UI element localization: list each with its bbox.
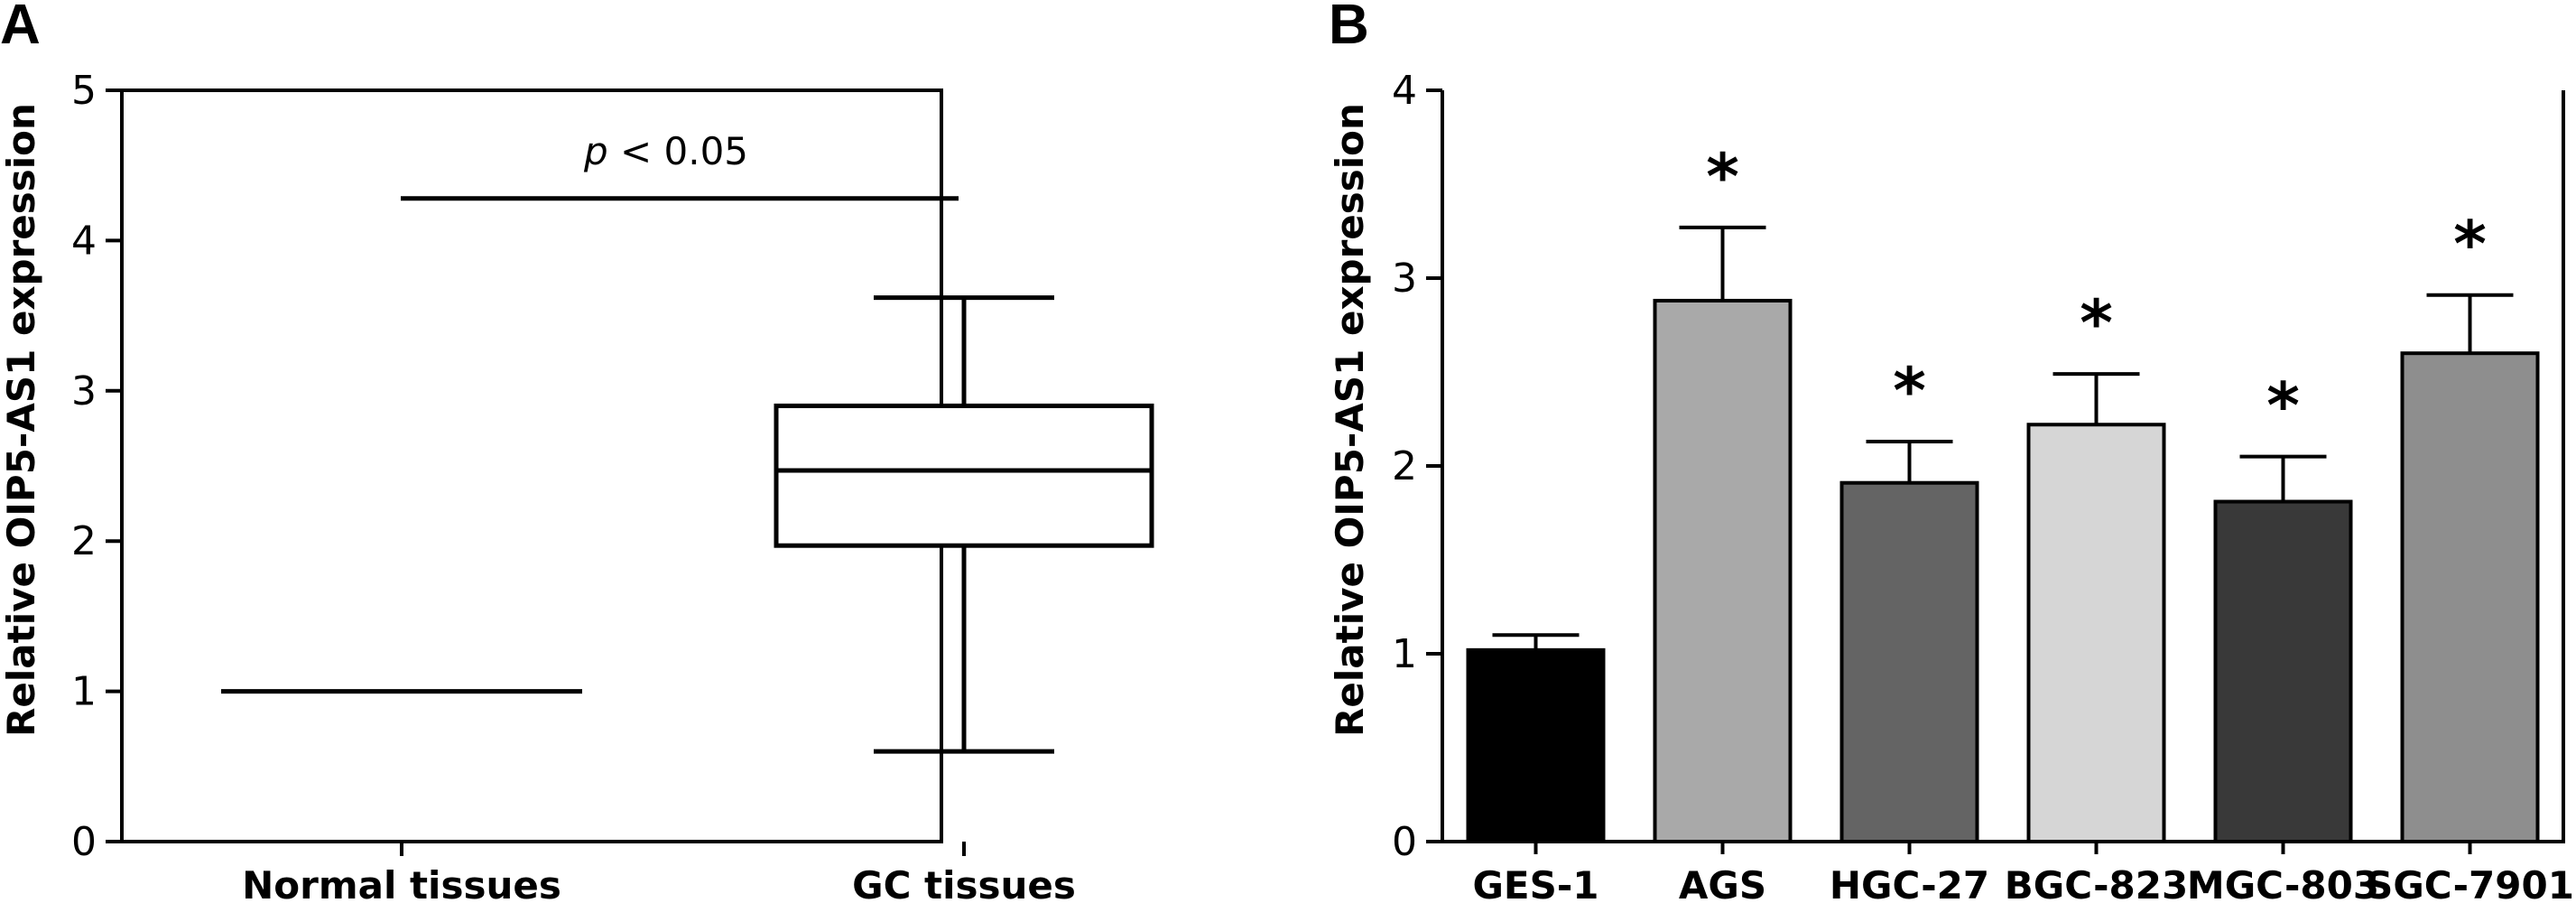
- significance-star: *: [2080, 286, 2113, 360]
- panel-b-y-axis-label: Relative OIP5-AS1 expression: [1328, 103, 1372, 737]
- panel-b-category-label: GES-1: [1472, 863, 1598, 903]
- p-value-label: p < 0.05: [583, 129, 748, 173]
- significance-star: *: [2453, 208, 2487, 282]
- bar-rect: [1839, 480, 1979, 843]
- panel-b-letter: B: [1329, 0, 1369, 56]
- panel-a-y-axis-label: Relative OIP5-AS1 expression: [0, 103, 43, 737]
- panel-b-y-ticks: 0 1 2 3 4: [1392, 68, 1442, 865]
- bar-sgc-7901: *: [2400, 208, 2540, 843]
- significance-star: *: [2266, 369, 2300, 443]
- panel-b-category-label: BGC-823: [2005, 863, 2188, 903]
- panel-a-boxes: [221, 295, 1154, 754]
- panel-a: A Relative OIP5-AS1 expression 0 1 2 3 4 5 No…: [0, 0, 1154, 903]
- panel-b-y-tick-label: 0: [1392, 819, 1417, 865]
- bar-hgc-27: *: [1839, 354, 1979, 843]
- bar-mgc-803: *: [2213, 369, 2353, 844]
- p-threshold: < 0.05: [608, 129, 748, 173]
- panel-a-letter: A: [0, 0, 41, 56]
- panel-a-category-label: Normal tissues: [242, 863, 561, 903]
- box-gc-tissues: [774, 295, 1154, 754]
- panel-b-category-label: HGC-27: [1830, 863, 1989, 903]
- panel-b-y-tick-label: 2: [1392, 443, 1417, 489]
- bar-ags: *: [1653, 140, 1793, 843]
- panel-a-y-ticks: 0 1 2 3 4 5: [71, 68, 122, 865]
- panel-a-y-tick-label: 3: [71, 368, 97, 414]
- panel-a-category-labels: Normal tissues GC tissues: [242, 842, 1076, 903]
- panel-a-y-tick-label: 2: [71, 518, 97, 564]
- panel-b-y-tick-label: 3: [1392, 256, 1417, 302]
- panel-a-y-tick-label: 0: [71, 819, 97, 865]
- panel-b-y-tick-label: 4: [1392, 68, 1417, 114]
- p-italic: p: [583, 129, 608, 173]
- bar-ges-1: [1466, 633, 1606, 844]
- panel-b-category-label: AGS: [1679, 863, 1766, 903]
- iqr-box: [774, 403, 1154, 548]
- panel-a-y-tick-label: 4: [71, 218, 97, 264]
- significance-star: *: [1893, 354, 1926, 428]
- bar-rect: [2400, 351, 2540, 843]
- panel-a-category-label: GC tissues: [852, 863, 1076, 903]
- bar-rect: [2026, 423, 2166, 843]
- panel-b-bars: * * * * *: [1466, 140, 2540, 844]
- bar-rect: [1466, 647, 1606, 844]
- bar-rect: [1653, 298, 1793, 843]
- panel-a-significance: p < 0.05: [401, 129, 959, 201]
- significance-star: *: [1706, 140, 1739, 214]
- bar-bgc-823: *: [2026, 286, 2166, 843]
- panel-b-y-tick-label: 1: [1392, 631, 1417, 677]
- panel-b-category-label: SGC-7901: [2366, 863, 2574, 903]
- bar-rect: [2213, 499, 2353, 844]
- panel-a-y-tick-label: 1: [71, 669, 97, 715]
- panel-b-category-label: MGC-803: [2187, 863, 2379, 903]
- panel-a-y-tick-label: 5: [71, 68, 97, 114]
